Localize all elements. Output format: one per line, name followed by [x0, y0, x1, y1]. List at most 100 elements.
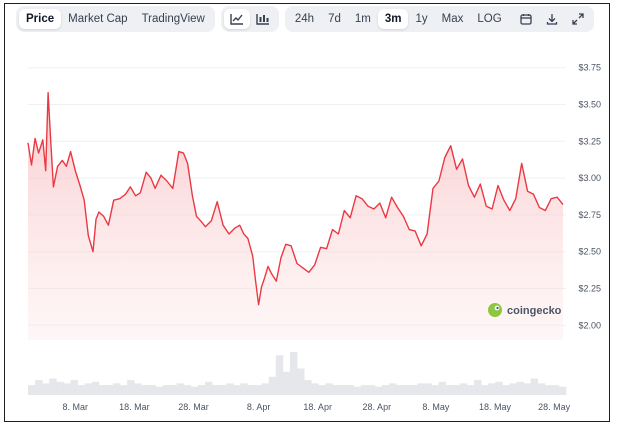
volume-bar — [523, 383, 531, 395]
range-1m[interactable]: 1m — [354, 13, 371, 25]
log-scale-toggle[interactable]: LOG — [477, 13, 502, 25]
x-tick-label: 18. Mar — [119, 402, 150, 412]
volume-bar — [127, 380, 135, 395]
volume-bar — [509, 383, 517, 395]
volume-bar — [332, 385, 340, 395]
y-tick-label: $3.00 — [578, 173, 601, 183]
volume-bar — [275, 355, 284, 395]
price-area-fill — [28, 92, 563, 340]
volume-bar — [282, 371, 291, 395]
volume-bar — [105, 385, 114, 395]
volume-bar — [112, 383, 121, 395]
volume-bar — [445, 385, 454, 395]
volume-bar — [183, 385, 192, 395]
x-tick-label: 18. May — [479, 402, 512, 412]
expand-icon — [572, 13, 584, 25]
volume-bar — [502, 385, 510, 395]
x-tick-label: 28. May — [538, 402, 571, 412]
chart-toolbar: Price Market Cap TradingView 24h 7d 1m 3… — [16, 6, 600, 32]
download-button[interactable] — [539, 9, 565, 29]
volume-bar — [353, 386, 362, 395]
candlestick-chart-button[interactable] — [250, 9, 276, 29]
volume-bar — [219, 385, 227, 395]
line-chart-button[interactable] — [223, 9, 250, 29]
volume-bar — [367, 385, 376, 395]
y-axis-ticks: $3.75 $3.50 $3.25 $3.00 $2.75 $2.50 $2.25 $2.00 — [578, 63, 601, 331]
volume-bar — [141, 385, 149, 395]
expand-button[interactable] — [565, 9, 591, 29]
x-tick-label: 28. Mar — [178, 402, 209, 412]
range-1y[interactable]: 1y — [415, 13, 428, 25]
x-tick-label: 28. Apr — [363, 402, 392, 412]
volume-bar — [134, 383, 142, 395]
volume-bar — [558, 386, 567, 395]
volume-bar — [431, 385, 439, 395]
volume-bar — [289, 352, 298, 395]
volume-bar — [70, 380, 78, 395]
volume-bar — [396, 385, 404, 395]
volume-bar — [424, 383, 432, 395]
volume-bar — [176, 383, 185, 395]
range-3m[interactable]: 3m — [377, 9, 409, 29]
volume-bar — [98, 385, 107, 395]
x-tick-label: 18. Apr — [303, 402, 332, 412]
volume-bar — [466, 385, 475, 395]
coingecko-watermark: coingecko — [488, 303, 562, 317]
volume-bar — [162, 385, 170, 395]
volume-bars — [28, 352, 567, 395]
volume-bar — [410, 385, 418, 395]
price-area — [27, 92, 564, 340]
y-tick-label: $2.50 — [578, 247, 601, 257]
x-tick-label: 8. Apr — [247, 402, 271, 412]
volume-bar — [417, 383, 425, 395]
volume-bar — [481, 385, 489, 395]
volume-bar — [247, 385, 255, 395]
volume-bar — [28, 385, 36, 395]
range-24h[interactable]: 24h — [294, 13, 315, 25]
range-7d[interactable]: 7d — [328, 13, 341, 25]
calendar-icon — [520, 13, 532, 25]
volume-bar — [495, 381, 503, 395]
volume-bar — [537, 383, 546, 395]
x-tick-label: 8. May — [422, 402, 450, 412]
volume-bar — [452, 385, 461, 395]
volume-bar — [311, 383, 319, 395]
volume-bar — [389, 383, 397, 395]
calendar-button[interactable] — [513, 9, 539, 29]
line-chart-icon — [230, 13, 244, 25]
y-tick-label: $2.00 — [578, 320, 601, 330]
watermark-text: coingecko — [507, 305, 562, 317]
volume-bar — [42, 383, 50, 395]
volume-bar — [346, 385, 355, 395]
chart-mode-tabs: Price Market Cap TradingView — [16, 6, 215, 32]
y-tick-label: $2.25 — [578, 283, 601, 293]
tab-tradingview[interactable]: TradingView — [141, 13, 205, 25]
volume-bar — [360, 385, 369, 395]
volume-bar — [120, 385, 128, 395]
volume-bar — [233, 385, 241, 395]
tab-market-cap[interactable]: Market Cap — [68, 13, 128, 25]
volume-bar — [49, 378, 57, 395]
range-max[interactable]: Max — [441, 13, 464, 25]
volume-bar — [148, 385, 156, 395]
volume-bar — [190, 386, 199, 395]
volume-bar — [240, 383, 248, 395]
x-tick-label: 8. Mar — [63, 402, 89, 412]
volume-bar — [438, 381, 447, 395]
y-tick-label: $2.75 — [578, 210, 601, 220]
volume-bar — [516, 381, 524, 395]
volume-bar — [530, 378, 539, 395]
tab-price[interactable]: Price — [19, 9, 62, 29]
volume-bar — [297, 368, 305, 395]
y-tick-label: $3.50 — [578, 100, 601, 110]
volume-bar — [226, 383, 234, 395]
time-range-selector: 24h 7d 1m 3m 1y Max LOG — [284, 6, 594, 32]
y-tick-label: $3.25 — [578, 136, 601, 146]
volume-bar — [84, 383, 93, 395]
volume-bar — [91, 381, 100, 395]
volume-bar — [197, 385, 206, 395]
volume-bar — [551, 385, 560, 395]
volume-bar — [35, 380, 43, 395]
volume-bar — [155, 386, 163, 395]
